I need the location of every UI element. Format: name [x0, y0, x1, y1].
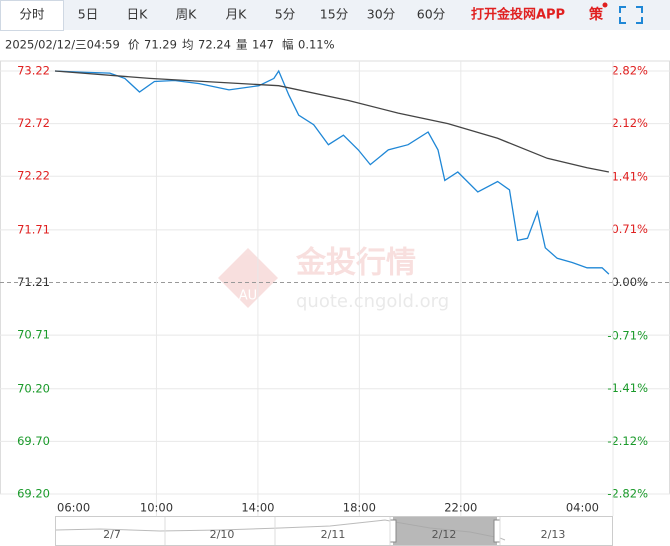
tab[interactable]: 30分	[367, 7, 395, 22]
y-tick-label: 71.71	[17, 222, 50, 236]
info-label: 幅	[282, 38, 294, 52]
navigator-handle[interactable]	[389, 519, 397, 543]
tab[interactable]: 周K	[176, 7, 198, 22]
tab[interactable]: 5分	[275, 7, 295, 22]
y2-tick-label: 0.71%	[611, 222, 648, 236]
y-tick-label: 69.70	[17, 434, 50, 448]
info-value: 72.24	[198, 38, 231, 52]
y-tick-label: 72.22	[17, 169, 50, 183]
info-value: 71.29	[144, 38, 177, 52]
y2-tick-label: -2.12%	[607, 434, 648, 448]
info-label: 均	[182, 38, 194, 52]
y-tick-label: 69.20	[17, 487, 50, 501]
price-line	[54, 70, 610, 173]
x-tick-label: 14:00	[241, 501, 274, 515]
x-tick-label: 06:00	[57, 501, 90, 515]
tab[interactable]: 日K	[127, 7, 149, 22]
watermark-logo-text: AU	[239, 289, 257, 304]
y2-tick-label: -0.71%	[607, 328, 648, 342]
tab[interactable]: 月K	[226, 7, 248, 22]
watermark-url: quote.cngold.org	[296, 291, 449, 312]
x-tick-label: 22:00	[444, 501, 477, 515]
y2-tick-label: -2.82%	[607, 487, 648, 501]
navigator-selection[interactable]	[393, 517, 497, 545]
info-label: 量	[236, 38, 248, 52]
y2-tick-label: 1.41%	[611, 169, 648, 183]
app-link[interactable]: 打开金投网APP	[471, 7, 565, 23]
navigator: 2/7 2/10 2/11 2/12 2/13	[55, 516, 613, 546]
y-tick-label: 71.21	[17, 275, 50, 289]
y2-tick-label: 0.00%	[611, 275, 648, 289]
navigator-label: 2/7	[103, 528, 121, 541]
watermark: AU 金投行情 quote.cngold.org	[218, 246, 449, 312]
tab[interactable]: 分时	[19, 7, 45, 22]
tab[interactable]: 15分	[320, 7, 348, 22]
navigator-label: 2/13	[541, 528, 566, 541]
y2-tick-label: 2.12%	[611, 116, 648, 130]
x-tick-label: 04:00	[566, 501, 599, 515]
info-label: 价	[128, 38, 140, 52]
y-tick-label: 72.72	[17, 116, 50, 130]
y2-tick-label: 2.82%	[611, 64, 648, 78]
y-tick-label: 70.71	[17, 328, 50, 342]
info-value: 147	[252, 38, 274, 52]
y-tick-label: 73.22	[17, 64, 50, 78]
strategy-button[interactable]: 策	[588, 6, 604, 23]
x-tick-label: 10:00	[140, 501, 173, 515]
fullscreen-icon[interactable]	[619, 6, 643, 24]
badge-dot	[602, 2, 608, 8]
price-line	[54, 69, 610, 275]
watermark-name: 金投行情	[295, 246, 416, 281]
tab-bar	[0, 0, 670, 30]
y2-tick-label: -1.41%	[607, 381, 648, 395]
navigator-label: 2/11	[321, 528, 346, 541]
navigator-label: 2/12	[432, 528, 457, 541]
navigator-label: 2/10	[210, 528, 235, 541]
x-tick-label: 18:00	[343, 501, 376, 515]
navigator-handle[interactable]	[493, 519, 501, 543]
tab[interactable]: 5日	[78, 7, 98, 22]
watermark-logo	[218, 248, 278, 308]
y-tick-label: 70.20	[17, 381, 50, 395]
info-value: 0.11%	[298, 38, 335, 52]
active-tab-bg	[0, 0, 64, 31]
info-time: 2025/02/12/三04:59	[5, 38, 120, 52]
tab[interactable]: 60分	[417, 7, 445, 22]
